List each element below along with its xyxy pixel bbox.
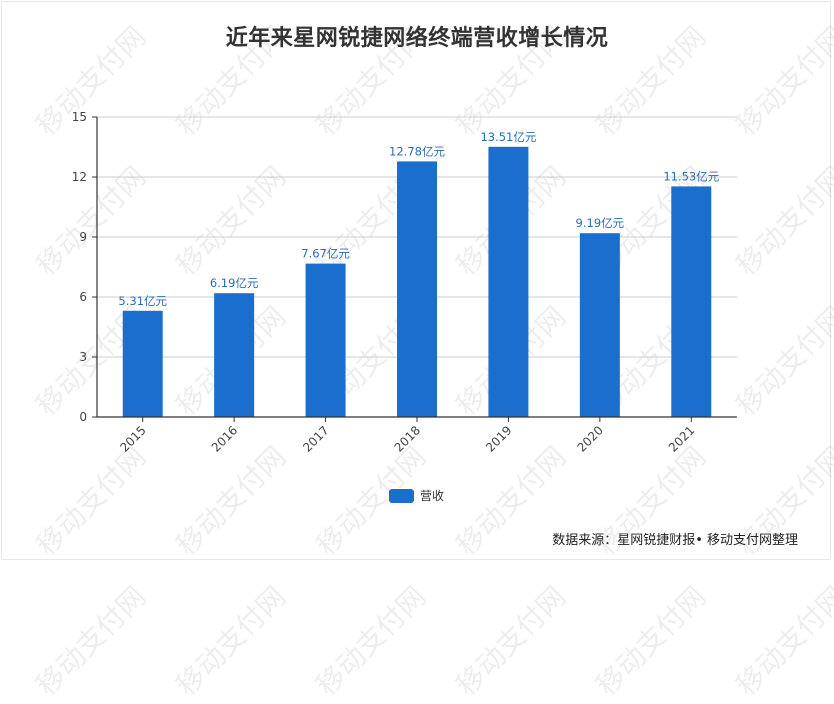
x-tick-label: 2017 — [300, 423, 331, 454]
bar-2018[interactable] — [397, 161, 437, 417]
watermark-text: 移动支付网 — [729, 579, 834, 703]
y-tick-label: 12 — [72, 170, 87, 184]
watermark-text: 移动支付网 — [589, 579, 713, 703]
source-note: 数据来源：星网锐捷财报• 移动支付网整理 — [552, 533, 798, 548]
bar-chart: 5.31亿元 6.19亿元 7.67亿元 12.78亿元 13.51亿元 9.19亿元 11… — [72, 110, 737, 455]
bar-value-label: 12.78亿元 — [389, 144, 445, 158]
watermark-text: 移动支付网 — [169, 579, 293, 703]
bar-2021[interactable] — [671, 186, 712, 417]
bar-value-label: 5.31亿元 — [118, 294, 167, 308]
x-tick-label: 2019 — [483, 423, 514, 454]
bar-value-label: 6.19亿元 — [210, 276, 259, 290]
y-tick-label: 15 — [72, 110, 87, 124]
bar-2016[interactable] — [214, 293, 255, 417]
y-tick-label: 6 — [79, 290, 87, 304]
y-tick-label: 3 — [79, 350, 87, 364]
x-tick-label: 2020 — [574, 423, 605, 454]
legend-label: 营收 — [420, 489, 445, 503]
bar-value-label: 11.53亿元 — [663, 169, 719, 183]
x-tick-label: 2021 — [666, 423, 697, 454]
bar-value-label: 7.67亿元 — [301, 247, 350, 261]
legend[interactable]: 营收 — [389, 487, 444, 504]
bar-2017[interactable] — [305, 263, 346, 417]
watermark-text: 移动支付网 — [449, 579, 573, 703]
y-tick-label: 9 — [79, 230, 87, 244]
x-tick-label: 2018 — [392, 423, 423, 454]
chart-frame — [1, 1, 831, 560]
y-tick-label: 0 — [79, 410, 87, 424]
bar-2019[interactable] — [488, 146, 529, 418]
bar-value-label: 9.19亿元 — [576, 216, 625, 230]
bar-2020[interactable] — [579, 233, 620, 417]
bars — [122, 146, 712, 418]
x-tick-label: 2016 — [209, 423, 240, 454]
watermark-text: 移动支付网 — [309, 579, 433, 703]
bar-value-label: 13.51亿元 — [480, 130, 536, 144]
bar-2015[interactable] — [122, 310, 163, 417]
legend-swatch-icon — [389, 488, 414, 503]
chart-title: 近年来星网锐捷网络终端营收增长情况 — [225, 26, 609, 51]
data-labels: 5.31亿元 6.19亿元 7.67亿元 12.78亿元 13.51亿元 9.19亿元 11… — [118, 130, 719, 308]
watermark-text: 移动支付网 — [29, 579, 153, 703]
x-tick-label: 2015 — [117, 423, 148, 454]
